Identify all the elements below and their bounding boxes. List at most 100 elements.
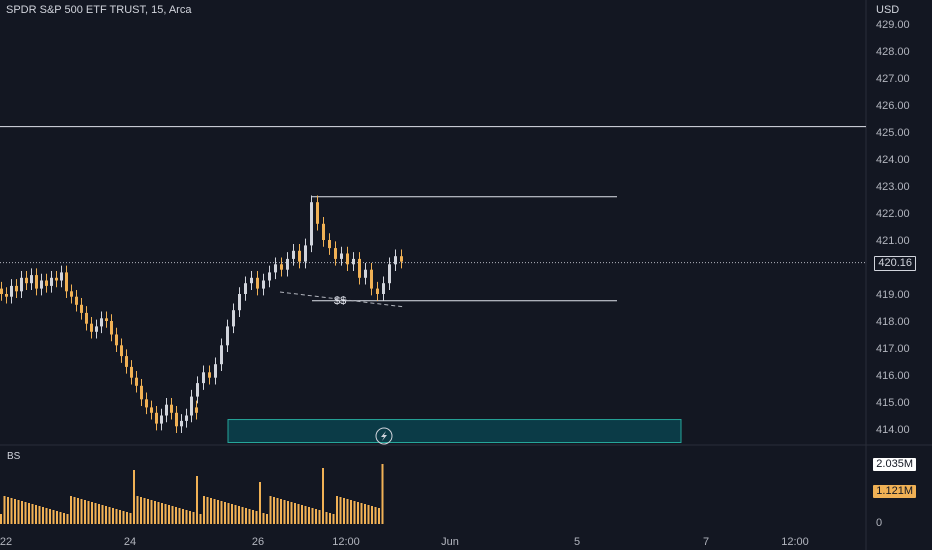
candle-body — [170, 404, 173, 413]
candle-body — [262, 280, 265, 289]
indicator-label[interactable]: BS — [7, 451, 21, 462]
volume-bar — [287, 501, 289, 524]
volume-bar — [28, 503, 30, 524]
volume-bar — [224, 502, 226, 524]
candle-body — [120, 345, 123, 357]
candle-body — [10, 285, 13, 297]
candle-body — [376, 288, 379, 294]
candle-body — [35, 275, 38, 289]
volume-bar — [84, 500, 86, 524]
candle-body — [100, 318, 103, 327]
volume-bar — [217, 500, 219, 524]
candle-body — [196, 383, 199, 397]
candle-body — [208, 372, 211, 378]
volume-bar — [290, 502, 293, 524]
candle-body — [160, 415, 163, 424]
candle-body — [280, 264, 283, 270]
candle-body — [90, 323, 93, 332]
candle-body — [180, 420, 183, 427]
symbol-title[interactable]: SPDR S&P 500 ETF TRUST, 15, Arca — [6, 4, 192, 16]
volume-bar — [252, 510, 254, 524]
volume-bar — [164, 504, 167, 524]
candle-body — [95, 326, 98, 332]
volume-bar — [157, 502, 160, 524]
volume-bar — [115, 509, 118, 524]
volume-bar — [301, 505, 303, 524]
volume-bar — [315, 509, 317, 524]
time-tick-label: 24 — [124, 536, 136, 548]
candle-body — [40, 280, 43, 289]
candle-body — [274, 264, 277, 273]
candle-body — [286, 258, 289, 270]
volume-bar — [297, 504, 300, 524]
volume-bar — [56, 511, 58, 524]
price-tick-label: 427.00 — [876, 73, 910, 85]
lightning-bolt — [381, 431, 387, 441]
time-tick-label: 5 — [574, 536, 580, 548]
volume-bar — [80, 499, 83, 524]
lightning-icon — [375, 427, 393, 445]
demand-zone — [227, 419, 682, 443]
currency-label[interactable]: USD — [876, 4, 900, 16]
candle-body — [394, 256, 397, 265]
volume-bar — [171, 506, 174, 524]
candles-group — [0, 195, 403, 434]
volume-bar — [343, 498, 345, 524]
volume-bar — [245, 508, 247, 524]
volume-bar — [161, 503, 163, 524]
candle-body — [150, 407, 153, 413]
volume-bar — [182, 509, 184, 524]
candle-body — [250, 277, 253, 284]
volume-bar — [357, 502, 359, 524]
volume-bar — [196, 476, 198, 524]
candle-body — [175, 412, 178, 427]
candle-body — [292, 250, 295, 259]
price-tick-label: 423.00 — [876, 181, 910, 193]
volume-bar — [45, 508, 48, 524]
volume-zero-label: 0 — [876, 517, 882, 529]
volume-bar — [24, 502, 27, 524]
volume-bar — [0, 514, 2, 524]
candle-body — [45, 280, 48, 286]
candle-body — [5, 294, 8, 297]
volume-bar — [31, 504, 34, 524]
volume-bar — [227, 503, 230, 524]
volume-bar — [336, 496, 338, 524]
volume-bar — [70, 496, 72, 524]
price-tick-label: 415.00 — [876, 397, 910, 409]
volume-bar — [378, 508, 380, 524]
volume-bar — [10, 498, 13, 524]
candle-body — [135, 377, 138, 386]
volume-bar — [63, 513, 65, 524]
volume-bar — [108, 507, 111, 524]
volume-bar — [59, 512, 62, 524]
volume-bar — [325, 512, 328, 524]
volume-bar — [374, 507, 377, 524]
volume-bar — [101, 505, 104, 524]
candle-body — [202, 372, 205, 384]
volume-bar — [168, 505, 170, 524]
price-tick-label: 416.00 — [876, 370, 910, 382]
volume-bars — [0, 464, 384, 524]
volume-bar — [360, 503, 363, 524]
candle-body — [75, 296, 78, 305]
candle-body — [334, 248, 337, 259]
volume-bar — [3, 496, 6, 524]
volume-bar — [283, 500, 286, 524]
volume-bar — [213, 499, 216, 524]
volume-bar — [143, 498, 146, 524]
volume-bar — [259, 482, 261, 524]
volume-bar — [7, 497, 9, 524]
price-tick-label: 424.00 — [876, 154, 910, 166]
volume-bar — [381, 464, 384, 524]
price-tick-label: 421.00 — [876, 235, 910, 247]
candle-body — [185, 415, 188, 421]
volume-bar — [371, 506, 373, 524]
candle-body — [15, 285, 18, 292]
volume-bar — [346, 499, 349, 524]
candle-body — [50, 277, 53, 286]
candle-body — [214, 364, 217, 378]
volume-bar — [255, 511, 258, 524]
candle-body — [190, 396, 193, 413]
